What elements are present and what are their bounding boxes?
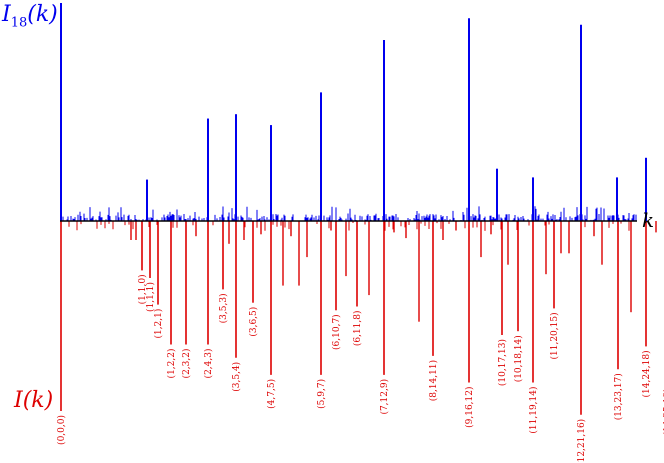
peak-label: (6,11,8) [352,311,363,347]
peak-label: (12,21,16) [576,419,587,463]
peak-label: (3,5,3) [218,293,229,323]
peak-label: (1,2,2) [166,349,177,379]
peak-label: (9,16,12) [464,387,475,428]
peak-label: (2,4,3) [203,349,214,379]
peak-label: (13,23,17) [613,373,624,420]
peak-label: (14,24,18) [641,350,652,397]
peak-label: (2,3,2) [181,349,192,379]
peak-label: (11,19,14) [528,387,539,434]
peak-label: (8,14,11) [428,360,439,401]
k-axis-label: k [642,208,655,232]
peak-label: (14,25,19) [662,388,664,435]
peak-label: (0,0,0) [56,415,67,445]
peak-label: (4,7,5) [266,379,277,409]
top-series-label: I18(k) [2,2,58,31]
peak-label: (3,5,4) [231,362,242,392]
peak-label: (3,6,5) [248,307,259,337]
peak-label: (11,20,15) [549,312,560,359]
bottom-series-group [60,221,657,415]
peak-label: (1,1,1) [145,282,156,312]
peak-label: (1,2,1) [153,309,164,339]
peak-label: (10,18,14) [513,335,524,382]
peak-label: (7,12,9) [379,379,390,415]
peak-label: (10,17,13) [497,339,508,386]
peak-label: (5,9,7) [316,379,327,409]
peak-label: (1,1,0) [137,274,148,304]
bottom-series-label: I(k) [14,388,54,413]
peak-label: (6,10,7) [331,314,342,350]
top-series-group [60,3,647,221]
peak-label-group: (0,0,0) (1,1,0)(1,1,1)(1,2,1)(1,2,2) (2,3,… [56,274,664,463]
